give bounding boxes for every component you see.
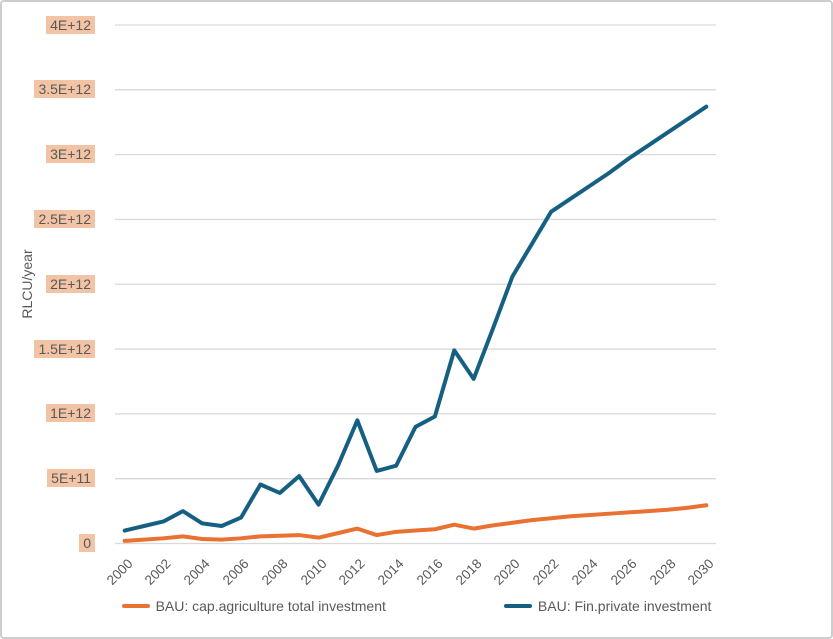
y-axis-tick-label: 4E+12 — [46, 15, 95, 34]
agriculture-line-swatch-icon — [121, 603, 150, 609]
legend-label-agriculture: BAU: cap.agriculture total investment — [155, 598, 386, 614]
series-line-fin-private — [122, 104, 709, 533]
legend-item-fin-private[interactable]: BAU: Fin.private investment — [503, 598, 712, 614]
y-axis-tick-label: 1E+12 — [46, 404, 95, 423]
y-axis-tick-label: 1.5E+12 — [34, 339, 95, 358]
legend-label-fin-private: BAU: Fin.private investment — [537, 598, 712, 614]
y-axis-tick-label: 5E+11 — [47, 469, 95, 488]
y-axis-title: RLCU/year — [19, 249, 35, 319]
y-axis-tick-label: 3.5E+12 — [34, 80, 95, 99]
series-line-agriculture — [122, 503, 709, 543]
chart-legend: BAU: cap.agriculture total investment BA… — [2, 598, 831, 614]
y-axis-tick-label: 3E+12 — [46, 145, 95, 164]
fin-private-line-swatch-icon — [503, 603, 532, 609]
legend-item-agriculture[interactable]: BAU: cap.agriculture total investment — [121, 598, 386, 614]
y-axis-tick-label: 0 — [79, 534, 95, 552]
y-axis-tick-label: 2.5E+12 — [34, 209, 95, 228]
y-axis-tick-label: 2E+12 — [46, 274, 95, 293]
